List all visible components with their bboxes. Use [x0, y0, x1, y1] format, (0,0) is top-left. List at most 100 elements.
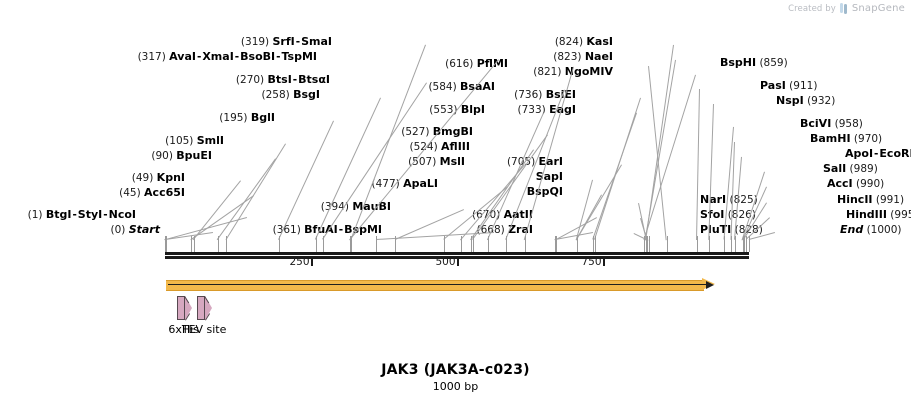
enzyme-name: PluTI [700, 223, 732, 236]
restriction-site-mark [556, 236, 558, 252]
restriction-site-mark [322, 236, 324, 252]
enzyme-position: (911) [785, 80, 818, 92]
enzyme-name: SmaI [301, 35, 332, 48]
restriction-site-mark [443, 236, 445, 252]
enzyme-name: AflIII [441, 140, 470, 153]
sequence-feature[interactable]: TEV site [182, 295, 226, 336]
enzyme-name: Start [128, 223, 160, 236]
restriction-site-mark [506, 236, 508, 252]
restriction-site-mark [487, 236, 489, 252]
enzyme-name: PasI [760, 79, 786, 92]
enzyme-name: BspMI [344, 223, 382, 236]
enzyme-name: HindIII [846, 208, 887, 221]
enzyme-position: (995) [890, 209, 911, 221]
enzyme-position: (319) [240, 36, 273, 48]
restriction-site-mark [648, 236, 650, 252]
enzyme-label[interactable]: (823) NaeI [553, 50, 613, 64]
enzyme-position: (736) [514, 89, 546, 101]
restriction-site-mark [734, 236, 736, 252]
enzyme-name: BsgI [293, 88, 320, 101]
enzyme-label[interactable]: (616) PflMI [445, 57, 508, 71]
restriction-site-mark [749, 236, 750, 252]
enzyme-name: BmgBI [432, 125, 473, 138]
enzyme-label[interactable]: (527) BmgBI [401, 125, 473, 139]
enzyme-label[interactable]: (270) BtsI-BtsαI [236, 73, 330, 87]
enzyme-label[interactable]: (821) NgoMIV [533, 65, 613, 79]
enzyme-position: (958) [831, 118, 863, 130]
enzyme-label[interactable]: HindIII (995) [846, 208, 911, 222]
ruler-tick-label: 500 [435, 256, 456, 268]
enzyme-position: (616) [445, 58, 477, 70]
enzyme-position: (258) [261, 89, 294, 101]
enzyme-label[interactable]: (258) BsgI [261, 88, 320, 102]
enzyme-name-separator: - [338, 224, 344, 236]
restriction-site-mark [724, 236, 726, 252]
enzyme-position: (394) [320, 201, 353, 213]
enzyme-label[interactable]: (524) AflIII [409, 140, 470, 154]
enzyme-label[interactable]: BciVI (958) [800, 117, 863, 131]
enzyme-name: AccI [827, 177, 853, 190]
feature-label: TEV site [181, 323, 227, 336]
sequence-feature[interactable]: 6xHis [168, 295, 199, 336]
enzyme-label[interactable]: (477) ApaLI [372, 177, 439, 191]
enzyme-name: BtsI [267, 73, 292, 86]
enzyme-position: (823) [553, 51, 585, 63]
restriction-site-mark [576, 236, 578, 252]
enzyme-name: KasI [586, 35, 613, 48]
feature-label: 6xHis [168, 323, 199, 336]
enzyme-name-separator: - [292, 74, 298, 86]
enzyme-label[interactable]: (553) BlpI [429, 103, 485, 117]
feature-arrow-icon [176, 295, 192, 320]
enzyme-label[interactable]: End (1000) [840, 223, 902, 237]
enzyme-label[interactable]: HincII (991) [837, 193, 904, 207]
enzyme-label[interactable]: ApoI-EcoRI (976) [845, 147, 911, 161]
restriction-site-mark [746, 236, 748, 252]
restriction-site-mark [193, 236, 195, 252]
enzyme-label[interactable]: (824) KasI [555, 35, 613, 49]
enzyme-label[interactable]: (105) SmlI [165, 134, 224, 148]
restriction-site-mark [461, 236, 463, 252]
restriction-site-mark [709, 236, 711, 252]
enzyme-label[interactable]: (90) BpuEI [151, 149, 212, 163]
enzyme-position: (317) [137, 51, 170, 63]
enzyme-position: (105) [165, 135, 197, 147]
enzyme-label[interactable]: (319) SrfI-SmaI [240, 35, 332, 49]
enzyme-name: AvaI [169, 50, 196, 63]
enzyme-label[interactable]: (0) Start [110, 223, 160, 237]
enzyme-position: (821) [533, 66, 565, 78]
enzyme-label[interactable]: (45) Acc65I [119, 186, 185, 200]
enzyme-name: StyI [77, 208, 103, 221]
enzyme-name: BtgI [45, 208, 72, 221]
restriction-site-mark [315, 236, 317, 252]
enzyme-name-separator: - [234, 51, 240, 63]
enzyme-name-separator: - [295, 36, 301, 48]
enzyme-label[interactable]: BspHI (859) [720, 56, 788, 70]
enzyme-label[interactable]: (1) BtgI-StyI-NcoI [28, 208, 136, 222]
restriction-site-mark [555, 236, 557, 252]
enzyme-label[interactable]: AccI (990) [827, 177, 884, 191]
enzyme-position: (45) [119, 187, 145, 199]
enzyme-leader-line [593, 97, 641, 240]
enzyme-name-separator: - [196, 51, 202, 63]
enzyme-label[interactable]: (49) KpnI [132, 171, 185, 185]
orf-arrow[interactable] [166, 278, 715, 291]
enzyme-name: NspI [776, 94, 804, 107]
enzyme-label[interactable]: NspI (932) [776, 94, 835, 108]
restriction-site-mark [351, 236, 353, 252]
enzyme-name: EarI [538, 155, 563, 168]
enzyme-label[interactable]: BspQI [527, 185, 563, 199]
restriction-site-mark [472, 236, 474, 252]
enzyme-name: SalI [823, 162, 847, 175]
restriction-site-mark [666, 236, 668, 252]
enzyme-label[interactable]: (317) AvaI-XmaI-BsoBI-TspMI [137, 50, 317, 64]
restriction-site-mark [350, 236, 352, 252]
restriction-site-mark [395, 236, 397, 252]
enzyme-name-separator: - [103, 209, 108, 221]
enzyme-name: MslI [439, 155, 465, 168]
enzyme-label[interactable]: (195) BglI [219, 111, 275, 125]
enzyme-label[interactable]: (584) BsaAI [428, 80, 495, 94]
enzyme-label[interactable]: PasI (911) [760, 79, 818, 93]
enzyme-label[interactable]: (733) EagI [518, 103, 576, 117]
enzyme-label[interactable]: SalI (989) [823, 162, 878, 176]
enzyme-label[interactable]: BamHI (970) [810, 132, 882, 146]
